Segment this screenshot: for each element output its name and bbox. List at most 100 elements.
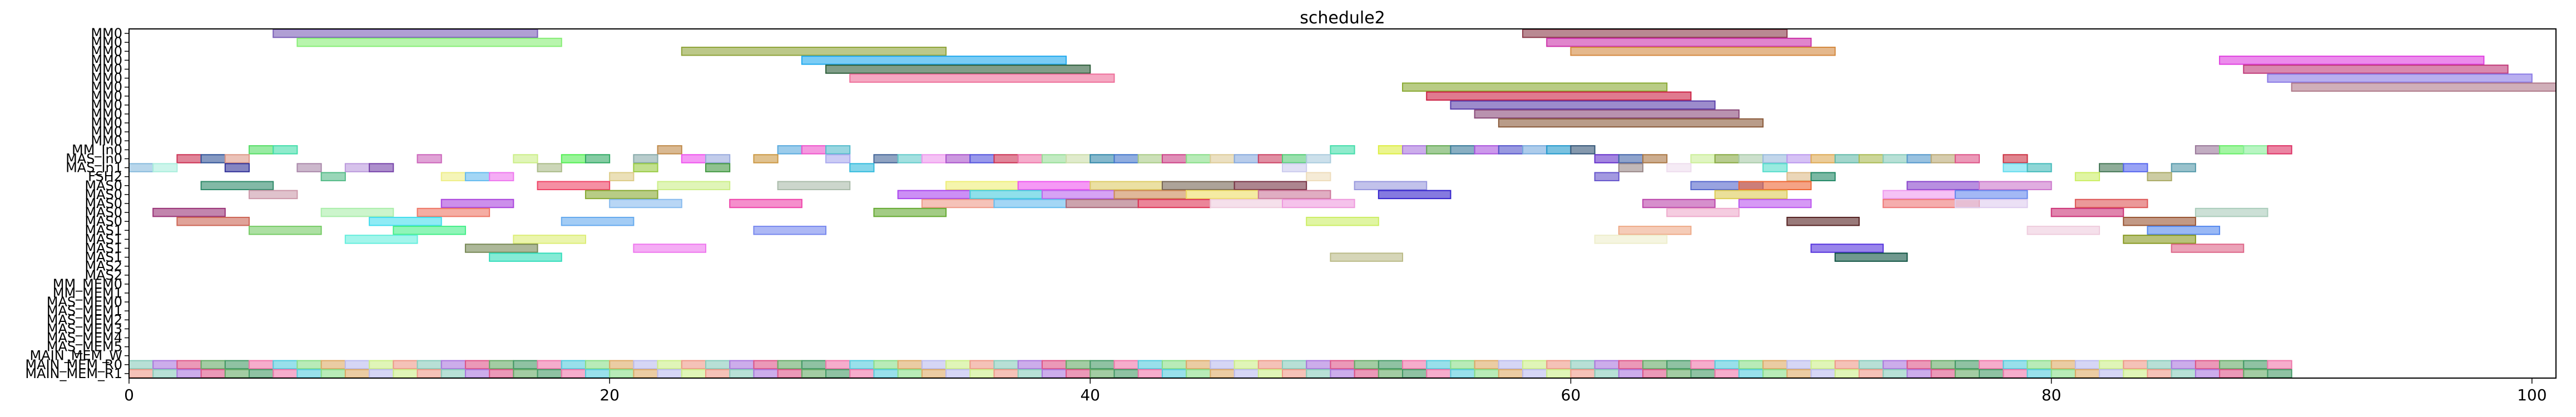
task-bar — [1858, 154, 1884, 163]
task-bar — [320, 172, 346, 181]
task-bar — [705, 154, 731, 163]
task-bar — [561, 216, 635, 226]
memory-slot-bar — [1498, 360, 1524, 370]
memory-slot-bar — [1066, 360, 1091, 370]
memory-slot-bar — [777, 369, 802, 379]
task-bar — [1786, 172, 1812, 181]
task-bar — [1210, 154, 1235, 163]
x-tick-label: 40 — [1080, 386, 1100, 404]
memory-slot-bar — [2074, 360, 2101, 370]
memory-slot-bar — [1666, 369, 1692, 379]
task-bar — [1618, 163, 1644, 172]
memory-slot-bar — [296, 369, 322, 379]
memory-slot-bar — [2194, 360, 2221, 370]
task-bar — [224, 154, 250, 163]
task-bar — [945, 181, 1019, 191]
task-bar — [1954, 198, 2028, 209]
memory-slot-bar — [200, 369, 226, 379]
task-bar — [849, 73, 1115, 83]
task-bar — [1594, 154, 1619, 163]
task-bar — [1066, 154, 1091, 163]
task-bar — [1810, 244, 1884, 253]
task-bar — [152, 207, 226, 217]
memory-slot-bar — [273, 369, 298, 379]
task-bar — [1017, 181, 1091, 191]
memory-slot-bar — [2171, 360, 2196, 370]
task-bar — [1161, 154, 1187, 163]
plot-frame — [128, 28, 2557, 379]
task-bar — [1834, 154, 1860, 163]
y-tick-label: MAS0 — [85, 187, 122, 202]
memory-slot-bar — [1930, 369, 1956, 379]
memory-slot-bar — [1281, 369, 1307, 379]
memory-slot-bar — [1186, 360, 1211, 370]
memory-slot-bar — [1666, 360, 1692, 370]
memory-slot-bar — [825, 360, 851, 370]
memory-slot-bar — [1762, 369, 1788, 379]
y-tick-label: MAS_MEM5 — [47, 339, 122, 355]
memory-slot-bar — [1210, 360, 1235, 370]
task-bar — [1137, 154, 1163, 163]
task-bar — [993, 198, 1067, 209]
memory-slot-bar — [1161, 360, 1187, 370]
task-bar — [152, 163, 178, 172]
y-tick-label: MAIN_MEM_R0 — [25, 357, 122, 373]
task-bar — [2219, 56, 2485, 65]
memory-slot-bar — [2123, 360, 2148, 370]
memory-slot-bar — [584, 369, 611, 379]
memory-slot-bar — [1570, 360, 1596, 370]
task-bar — [128, 163, 154, 172]
memory-slot-bar — [537, 369, 562, 379]
task-bar — [537, 163, 562, 172]
memory-slot-bar — [176, 369, 202, 379]
memory-slot-bar — [249, 369, 274, 379]
memory-slot-bar — [849, 369, 875, 379]
y-tick-label: MAS2 — [85, 267, 122, 283]
task-bar — [1810, 154, 1836, 163]
task-bar — [2243, 64, 2509, 74]
memory-slot-bar — [873, 360, 899, 370]
memory-slot-bar — [320, 369, 346, 379]
memory-slot-bar — [1450, 360, 1475, 370]
task-bar — [609, 198, 682, 209]
task-bar — [609, 172, 635, 181]
task-bar — [1498, 145, 1524, 155]
task-bar — [1354, 181, 1428, 191]
task-bar — [2027, 163, 2052, 172]
task-bar — [2194, 207, 2268, 217]
memory-slot-bar — [1113, 360, 1139, 370]
task-bar — [489, 252, 562, 262]
memory-slot-bar — [1426, 369, 1452, 379]
memory-slot-bar — [152, 360, 178, 370]
y-tick-label: MM0 — [91, 133, 122, 148]
task-bar — [249, 190, 298, 200]
task-bar — [1594, 235, 1668, 244]
task-bar — [1450, 145, 1475, 155]
y-tick-label: MAS_In1 — [66, 160, 122, 176]
memory-slot-bar — [152, 369, 178, 379]
memory-slot-bar — [1642, 360, 1668, 370]
task-bar — [176, 154, 202, 163]
memory-slot-bar — [2194, 369, 2221, 379]
x-tick-label: 0 — [124, 386, 134, 404]
task-bar — [1642, 198, 1716, 209]
y-tick-label: MM0 — [91, 88, 122, 104]
memory-slot-bar — [1233, 369, 1259, 379]
task-bar — [1666, 207, 1740, 217]
task-bar — [1017, 154, 1043, 163]
y-tick-label: MM0 — [91, 26, 122, 41]
memory-slot-bar — [464, 369, 491, 379]
task-bar — [1257, 190, 1331, 200]
memory-slot-bar — [1930, 360, 1956, 370]
memory-slot-bar — [969, 360, 995, 370]
memory-slot-bar — [753, 360, 779, 370]
task-bar — [1402, 82, 1668, 92]
task-bar — [1066, 198, 1139, 209]
task-bar — [393, 226, 466, 235]
memory-slot-bar — [921, 369, 947, 379]
memory-slot-bar — [1017, 369, 1043, 379]
y-tick-label: MAS0 — [85, 196, 122, 211]
memory-slot-bar — [681, 360, 706, 370]
memory-slot-bar — [1233, 360, 1259, 370]
task-bar — [897, 190, 971, 200]
